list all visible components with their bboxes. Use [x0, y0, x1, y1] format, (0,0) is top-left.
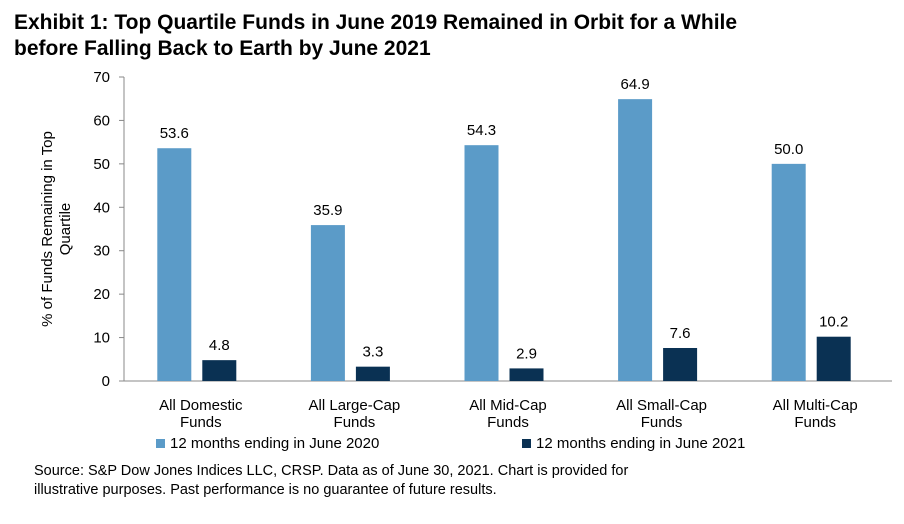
- bar-series2-2: [355, 366, 390, 381]
- category-label-5-line1: All Multi-Cap: [773, 397, 858, 414]
- source-line1: Source: S&P Dow Jones Indices LLC, CRSP.…: [34, 463, 629, 479]
- y-tick-label: 20: [93, 286, 110, 303]
- category-label-2-line1: All Large-Cap: [309, 397, 401, 414]
- data-label-series1-5: 50.0: [774, 141, 803, 158]
- category-label-1-line1: All Domestic: [159, 397, 243, 414]
- bar-series2-1: [202, 360, 237, 381]
- data-label-series1-4: 64.9: [620, 76, 649, 93]
- data-label-series2-3: 2.9: [516, 345, 537, 362]
- y-tick-label: 50: [93, 156, 110, 173]
- data-label-series1-1: 53.6: [160, 125, 189, 142]
- data-label-series2-1: 4.8: [209, 337, 230, 354]
- legend-swatch-2: [522, 439, 531, 448]
- bar-series2-5: [816, 336, 851, 381]
- legend-label-2: 12 months ending in June 2021: [536, 435, 745, 452]
- bar-series1-4: [618, 99, 653, 382]
- bar-series1-1: [157, 148, 192, 381]
- data-label-series1-3: 54.3: [467, 122, 496, 139]
- y-tick-label: 10: [93, 330, 110, 347]
- legend-swatch-1: [156, 439, 165, 448]
- bar-series2-3: [509, 368, 544, 381]
- category-label-5-line2: Funds: [794, 414, 836, 431]
- y-tick-label: 70: [93, 69, 110, 86]
- category-label-1-line2: Funds: [180, 414, 222, 431]
- chart-title-line1: Exhibit 1: Top Quartile Funds in June 20…: [14, 11, 738, 34]
- bar-chart: 0 10 20 30 40 50 60 70 % of Funds Remaining in T…: [39, 69, 892, 452]
- category-label-3-line1: All Mid-Cap: [469, 397, 547, 414]
- legend-label-1: 12 months ending in June 2020: [170, 435, 379, 452]
- y-axis-label-line2: Quartile: [57, 203, 74, 256]
- bar-series1-3: [464, 145, 499, 381]
- y-tick-label: 30: [93, 243, 110, 260]
- data-label-series2-2: 3.3: [362, 344, 383, 361]
- bar-series1-5: [771, 163, 806, 381]
- source-note: Source: S&P Dow Jones Indices LLC, CRSP.…: [34, 462, 894, 500]
- data-label-series2-4: 7.6: [670, 325, 691, 342]
- category-label-3-line2: Funds: [487, 414, 529, 431]
- chart-title-line2: before Falling Back to Earth by June 202…: [14, 37, 431, 60]
- y-tick-label: 60: [93, 112, 110, 129]
- category-label-2-line2: Funds: [334, 414, 376, 431]
- y-axis-label-line1: % of Funds Remaining in Top: [39, 131, 56, 327]
- bar-series1-2: [310, 225, 345, 381]
- data-label-series1-2: 35.9: [313, 202, 342, 219]
- chart-title: Exhibit 1: Top Quartile Funds in June 20…: [14, 10, 894, 62]
- category-label-4-line2: Funds: [641, 414, 683, 431]
- bar-series2-4: [663, 347, 698, 381]
- y-axis-label: % of Funds Remaining in TopQuartile: [39, 131, 74, 327]
- y-tick-label: 0: [102, 373, 110, 390]
- source-line2: illustrative purposes. Past performance …: [34, 482, 497, 498]
- y-tick-label: 40: [93, 199, 110, 216]
- data-label-series2-5: 10.2: [819, 314, 848, 331]
- category-label-4-line1: All Small-Cap: [616, 397, 707, 414]
